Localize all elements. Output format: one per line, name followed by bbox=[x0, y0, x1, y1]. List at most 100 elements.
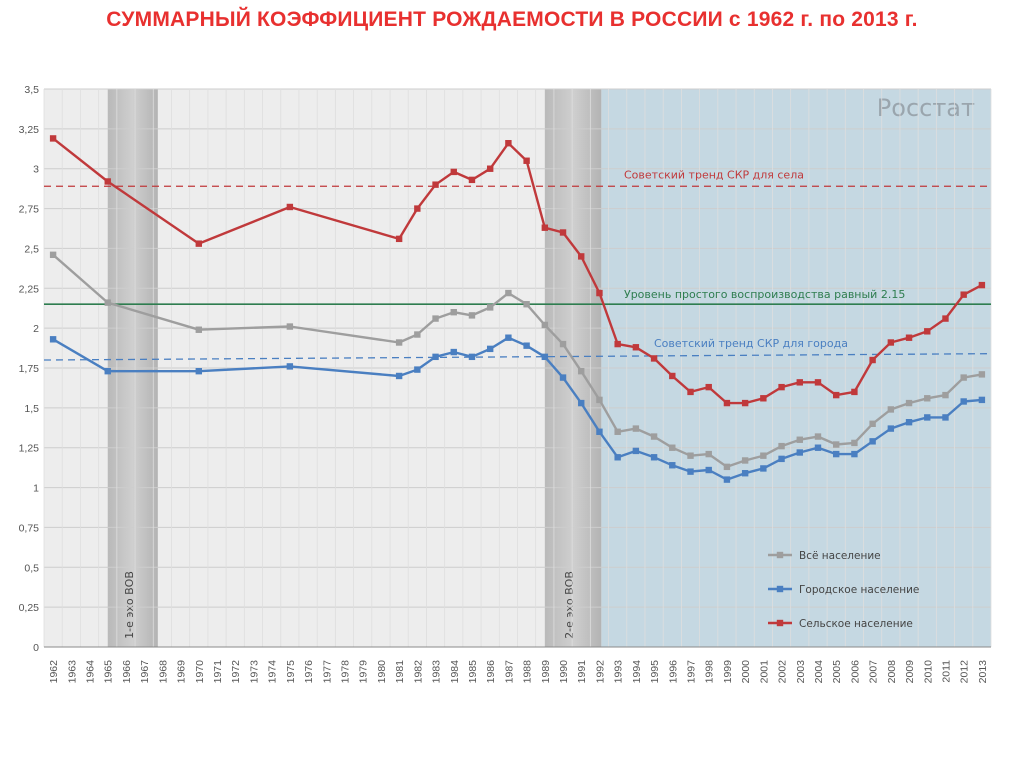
data-point bbox=[887, 425, 895, 432]
watermark: Росстат bbox=[877, 94, 975, 122]
data-point bbox=[760, 395, 767, 402]
data-point bbox=[978, 371, 986, 378]
data-point bbox=[833, 441, 840, 448]
data-point bbox=[523, 157, 530, 164]
x-tick-label: 2000 bbox=[740, 660, 752, 684]
x-tick-label: 1968 bbox=[157, 660, 169, 684]
war-echo-band-label: 1-е эхо ВОВ bbox=[123, 571, 136, 639]
data-point bbox=[523, 342, 530, 349]
data-point bbox=[778, 383, 785, 391]
data-point bbox=[960, 374, 967, 381]
x-tick-label: 1986 bbox=[485, 660, 497, 684]
x-tick-label: 1978 bbox=[339, 660, 351, 684]
x-tick-label: 1983 bbox=[431, 660, 443, 684]
x-tick-label: 1979 bbox=[358, 660, 370, 684]
x-tick-label: 2008 bbox=[886, 660, 898, 684]
data-point bbox=[468, 353, 476, 361]
y-tick-label: 1,75 bbox=[19, 363, 40, 375]
data-point bbox=[432, 181, 439, 188]
data-point bbox=[468, 312, 476, 319]
x-tick-label: 1982 bbox=[412, 660, 424, 684]
x-tick-label: 1989 bbox=[540, 660, 552, 684]
y-tick-label: 0,25 bbox=[19, 602, 40, 614]
reference-line bbox=[43, 353, 992, 361]
x-tick-label: 2002 bbox=[777, 660, 789, 684]
y-tick-label: 1 bbox=[33, 483, 39, 495]
data-point bbox=[486, 165, 494, 172]
data-point bbox=[49, 336, 57, 343]
legend-label: Сельское население bbox=[799, 618, 913, 630]
x-tick-label: 1965 bbox=[103, 660, 115, 684]
y-tick-label: 3,25 bbox=[19, 124, 40, 136]
data-point bbox=[414, 331, 421, 338]
y-tick-label: 0,75 bbox=[19, 522, 40, 534]
y-tick-label: 3 bbox=[33, 164, 39, 176]
data-point bbox=[559, 229, 567, 236]
data-point bbox=[286, 363, 294, 370]
data-point bbox=[104, 367, 111, 375]
data-point bbox=[978, 281, 986, 289]
data-point bbox=[541, 353, 549, 361]
data-point bbox=[669, 444, 676, 451]
x-tick-label: 2001 bbox=[758, 660, 770, 684]
reference-line-label: Уровень простого воспроизводства равный … bbox=[624, 288, 905, 301]
data-point bbox=[960, 398, 967, 405]
y-tick-label: 2,75 bbox=[19, 204, 40, 216]
data-point bbox=[778, 455, 785, 463]
data-point bbox=[705, 383, 712, 391]
data-point bbox=[650, 433, 658, 440]
data-point bbox=[505, 289, 512, 297]
x-tick-label: 1994 bbox=[631, 660, 643, 684]
y-tick-label: 0,5 bbox=[24, 562, 39, 574]
data-point bbox=[395, 372, 403, 380]
data-point bbox=[669, 372, 676, 380]
x-tick-label: 1981 bbox=[394, 660, 406, 684]
data-point bbox=[578, 367, 585, 375]
data-point bbox=[614, 454, 621, 461]
data-point bbox=[286, 323, 294, 330]
data-point bbox=[796, 379, 803, 386]
x-tick-label: 1964 bbox=[85, 660, 97, 684]
data-point bbox=[942, 315, 949, 322]
x-tick-label: 1984 bbox=[449, 660, 461, 684]
x-tick-label: 1973 bbox=[248, 660, 260, 684]
data-point bbox=[723, 463, 731, 471]
data-point bbox=[395, 235, 403, 243]
x-tick-label: 1990 bbox=[558, 660, 570, 684]
data-point bbox=[705, 450, 712, 458]
data-point bbox=[541, 321, 549, 329]
data-point bbox=[942, 391, 949, 399]
x-tick-label: 2003 bbox=[795, 660, 807, 684]
data-point bbox=[814, 433, 822, 440]
x-tick-label: 1967 bbox=[139, 660, 151, 684]
data-point bbox=[669, 462, 676, 469]
data-point bbox=[596, 289, 603, 297]
data-point bbox=[104, 178, 111, 185]
data-point bbox=[578, 399, 585, 407]
data-point bbox=[450, 168, 457, 176]
data-point bbox=[705, 466, 712, 474]
x-tick-label: 1975 bbox=[285, 660, 297, 684]
y-tick-label: 1,5 bbox=[24, 403, 39, 415]
data-point bbox=[869, 420, 876, 427]
data-point bbox=[614, 340, 621, 348]
data-point bbox=[833, 391, 840, 399]
reference-line-label: Советский тренд СКР для города bbox=[654, 337, 848, 350]
x-tick-label: 1995 bbox=[649, 660, 661, 684]
data-point bbox=[760, 452, 767, 459]
x-tick-label: 2004 bbox=[813, 660, 825, 684]
y-tick-label: 2,25 bbox=[19, 283, 40, 295]
x-tick-label: 1963 bbox=[66, 660, 78, 684]
data-point bbox=[614, 428, 621, 435]
data-point bbox=[978, 396, 986, 404]
x-tick-label: 1977 bbox=[321, 660, 333, 684]
data-point bbox=[869, 438, 876, 445]
data-point bbox=[632, 447, 640, 455]
data-point bbox=[760, 465, 767, 472]
data-point bbox=[924, 395, 931, 402]
data-point bbox=[414, 366, 421, 373]
data-point bbox=[195, 326, 202, 333]
x-tick-label: 1988 bbox=[522, 660, 534, 684]
data-point bbox=[833, 450, 840, 458]
data-point bbox=[523, 301, 530, 308]
